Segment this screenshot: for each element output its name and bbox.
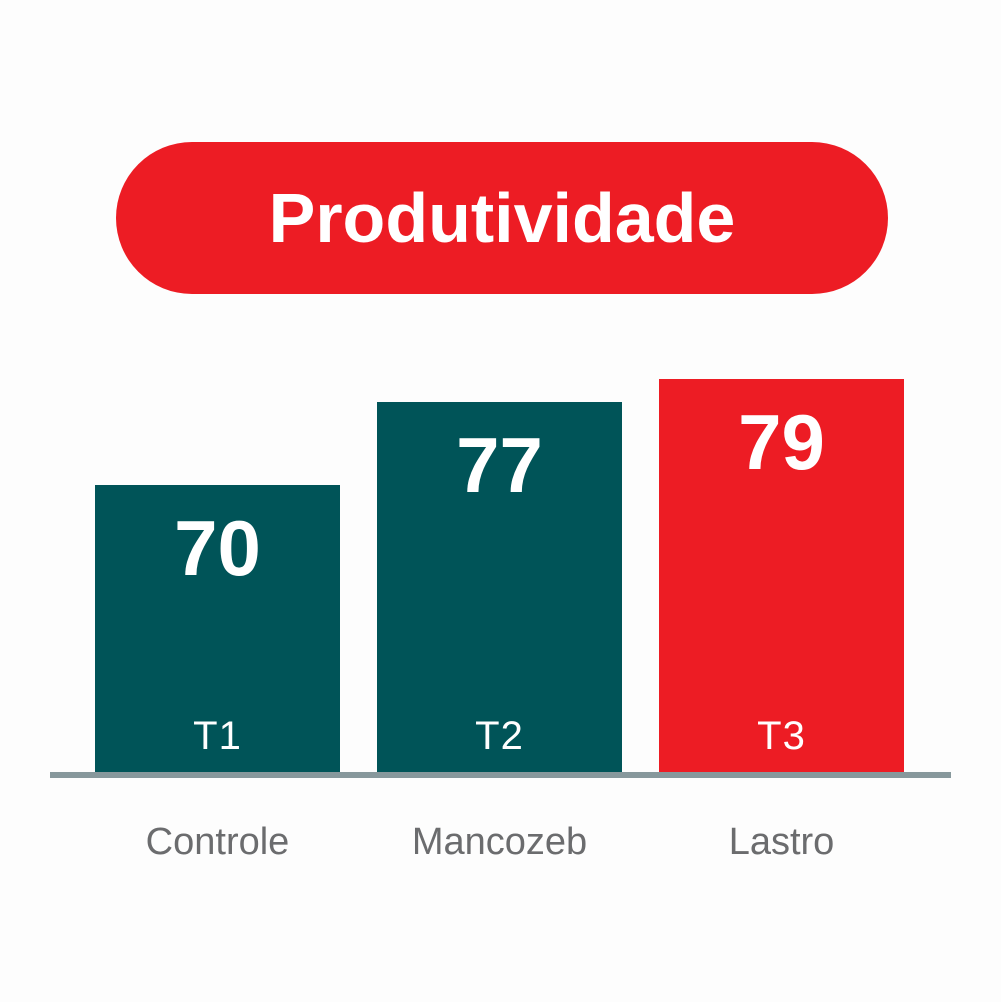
bar-treatment-label: T1 — [193, 714, 242, 758]
bar-lastro: 79 T3 — [659, 379, 904, 772]
x-axis-baseline — [50, 772, 951, 778]
bar-controle: 70 T1 — [95, 485, 340, 772]
category-label-lastro: Lastro — [728, 821, 835, 863]
bar-treatment-label: T2 — [475, 714, 524, 758]
bar-value-label: 70 — [174, 504, 261, 592]
category-label-mancozeb: Mancozeb — [411, 821, 588, 863]
title-pill: Produtividade — [116, 142, 888, 294]
bar-value-label: 79 — [738, 398, 825, 486]
bar-treatment-label: T3 — [757, 714, 806, 758]
category-labels-row: Controle Mancozeb Lastro — [95, 820, 904, 866]
bar-value-label: 77 — [456, 421, 543, 509]
bars-container: 70 T1 77 T2 79 T3 — [95, 379, 904, 772]
chart-title: Produtividade — [268, 179, 736, 257]
bar-mancozeb: 77 T2 — [377, 402, 622, 772]
category-label-controle: Controle — [145, 821, 290, 863]
